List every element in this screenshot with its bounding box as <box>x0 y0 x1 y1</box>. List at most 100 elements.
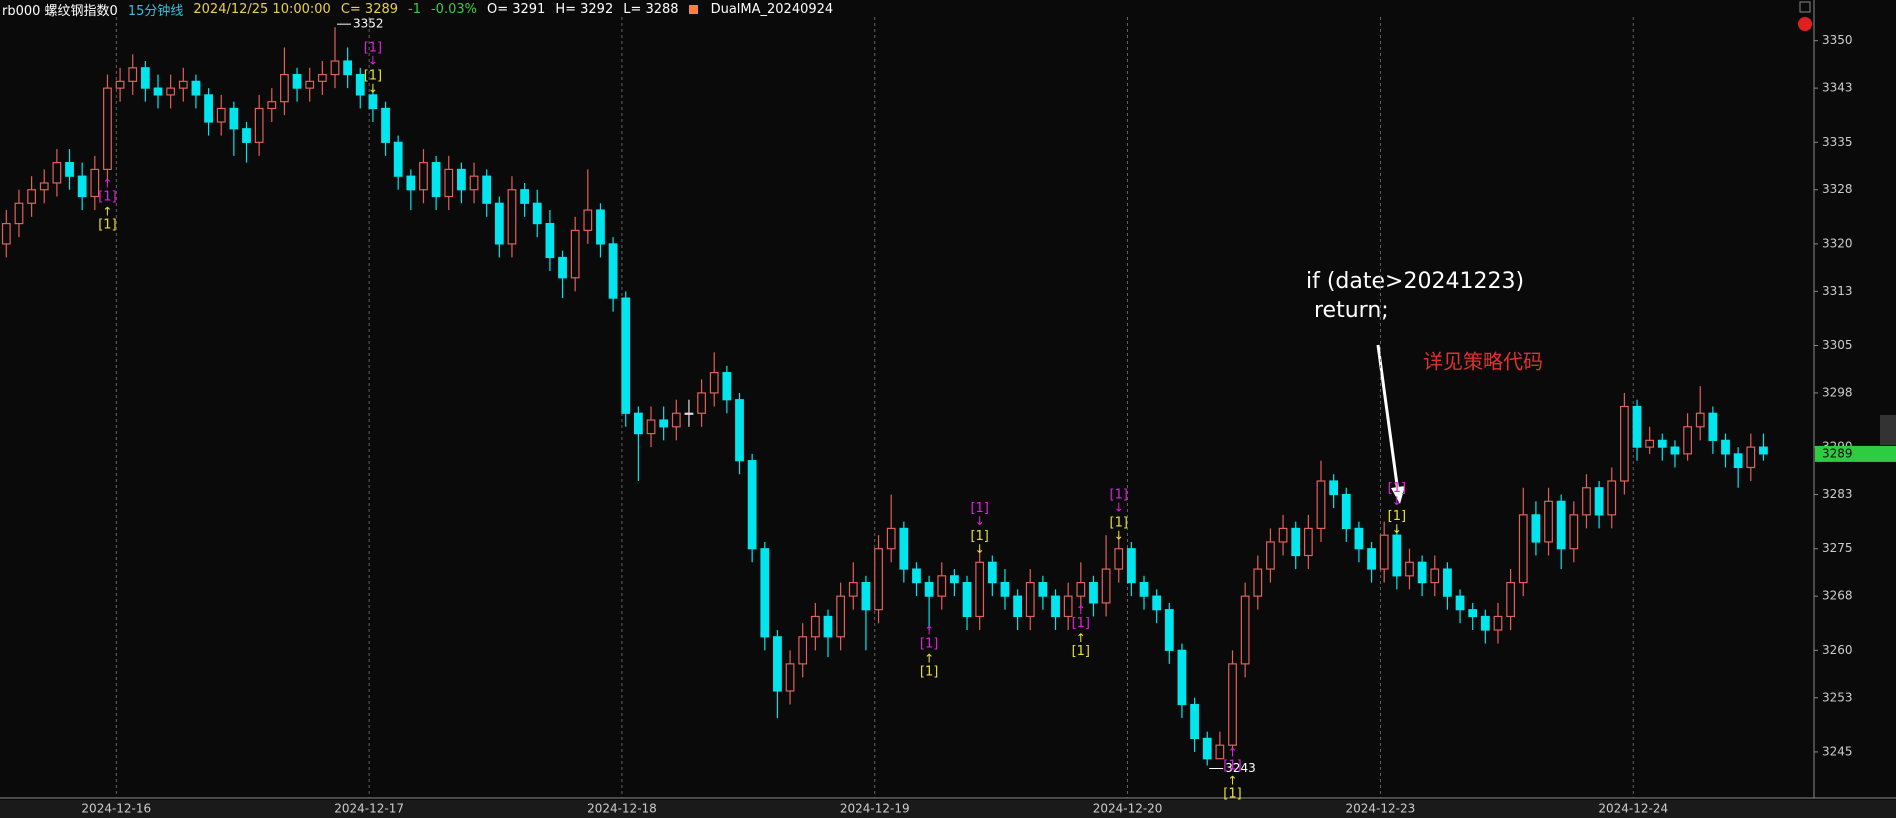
candle-body <box>1038 581 1048 597</box>
candle-body <box>1493 615 1503 631</box>
candle-body <box>444 168 454 198</box>
x-tick-label: 2024-12-19 <box>840 802 910 816</box>
signal-arrow: ↓ <box>1114 501 1124 515</box>
candle-body <box>482 175 492 204</box>
candle-body <box>77 175 87 198</box>
signal-label: [1] <box>98 189 116 204</box>
candle-body <box>355 73 365 96</box>
x-tick-label: 2024-12-20 <box>1093 802 1163 816</box>
candle-body <box>912 568 921 584</box>
candle-body <box>798 636 808 665</box>
candle-body <box>1531 514 1541 543</box>
candle-body <box>1329 480 1339 496</box>
signal-label: [1] <box>920 665 938 680</box>
candle-body <box>1607 480 1617 516</box>
y-tick-label: 3268 <box>1822 589 1853 603</box>
signal-arrow: ↑ <box>102 204 112 218</box>
candle-body <box>1417 561 1427 584</box>
candle-body <box>722 372 732 401</box>
candle-body <box>785 663 795 692</box>
candle-body <box>229 107 239 130</box>
candle-body <box>1240 595 1250 665</box>
candle-body <box>90 168 100 198</box>
candle-body <box>1126 548 1136 584</box>
candle-body <box>608 243 618 299</box>
side-toggle[interactable] <box>1880 415 1896 445</box>
candle-body <box>381 107 390 143</box>
candle-body <box>861 581 871 611</box>
y-tick-label: 3260 <box>1822 643 1853 657</box>
signal-arrow: ↓ <box>975 514 985 528</box>
candle-body <box>128 67 138 82</box>
extreme-label: 3243 <box>1225 761 1256 775</box>
candle-body <box>1405 561 1414 577</box>
x-tick-label: 2024-12-17 <box>334 802 404 816</box>
candle-body <box>1164 609 1174 651</box>
candle-body <box>1657 439 1667 448</box>
candle-body <box>457 168 466 191</box>
candle-body <box>810 615 820 638</box>
header-item: rb000 螺纹钢指数0 <box>2 3 118 19</box>
candle-body <box>1152 595 1162 611</box>
candle-body <box>469 175 479 191</box>
candle-body <box>1051 595 1060 618</box>
header-item: -0.03% <box>430 1 477 17</box>
header-item: H= 3292 <box>555 1 614 17</box>
y-tick-label: 3298 <box>1822 385 1853 399</box>
candle-body <box>1341 493 1351 530</box>
close-button[interactable] <box>1798 17 1812 31</box>
candle-body <box>532 202 542 225</box>
candle-body <box>267 101 277 110</box>
candle-body <box>52 162 62 184</box>
candle-body <box>242 128 251 143</box>
candle-body <box>419 162 428 191</box>
candle-body <box>1683 426 1692 455</box>
candle-body <box>1215 744 1225 760</box>
candle-body <box>1569 514 1579 550</box>
candle-body <box>1582 487 1591 516</box>
signal-arrow: ↓ <box>975 542 985 556</box>
signal-arrow: ↓ <box>368 54 378 68</box>
header-item: L= 3288 <box>623 1 679 17</box>
candle-body <box>633 412 643 435</box>
candle-body <box>1 222 11 245</box>
candle-body <box>1556 500 1566 550</box>
candle-body <box>836 595 846 638</box>
y-tick-label: 3350 <box>1822 33 1853 47</box>
candle-body <box>292 73 302 89</box>
candle-body <box>1430 568 1440 584</box>
candle-body <box>1594 487 1604 516</box>
candle-body <box>848 581 858 597</box>
candle-body <box>305 80 315 89</box>
candle-body <box>1480 615 1490 631</box>
candle-body <box>646 419 656 435</box>
y-tick-label: 3253 <box>1822 690 1853 704</box>
candle-body <box>1177 649 1187 706</box>
candle-body <box>1139 581 1149 597</box>
window-button[interactable] <box>1799 1 1811 13</box>
candle-body <box>153 87 163 96</box>
candle-body <box>747 460 757 550</box>
signal-arrow: ↑ <box>1076 631 1086 645</box>
y-tick-label: 3283 <box>1822 487 1853 501</box>
candle-body <box>937 575 947 597</box>
signal-label: [1] <box>1072 644 1090 659</box>
candle-body <box>924 581 934 597</box>
y-tick-label: 3305 <box>1822 338 1853 352</box>
signal-arrow: ↑ <box>924 652 934 666</box>
header-item: 15分钟线 <box>127 3 184 19</box>
scrollbar[interactable] <box>0 800 1896 818</box>
extreme-label: 3352 <box>353 17 384 31</box>
candle-body <box>709 372 719 394</box>
candle-body <box>330 60 340 76</box>
candle-body <box>1721 439 1730 455</box>
candle-body <box>659 419 669 428</box>
signal-label: [1] <box>1388 509 1406 524</box>
candle-body <box>735 399 744 462</box>
candle-body <box>987 561 997 584</box>
candle-body <box>697 392 706 414</box>
y-tick-label: 3245 <box>1822 744 1853 758</box>
signal-label: [1] <box>920 637 938 652</box>
